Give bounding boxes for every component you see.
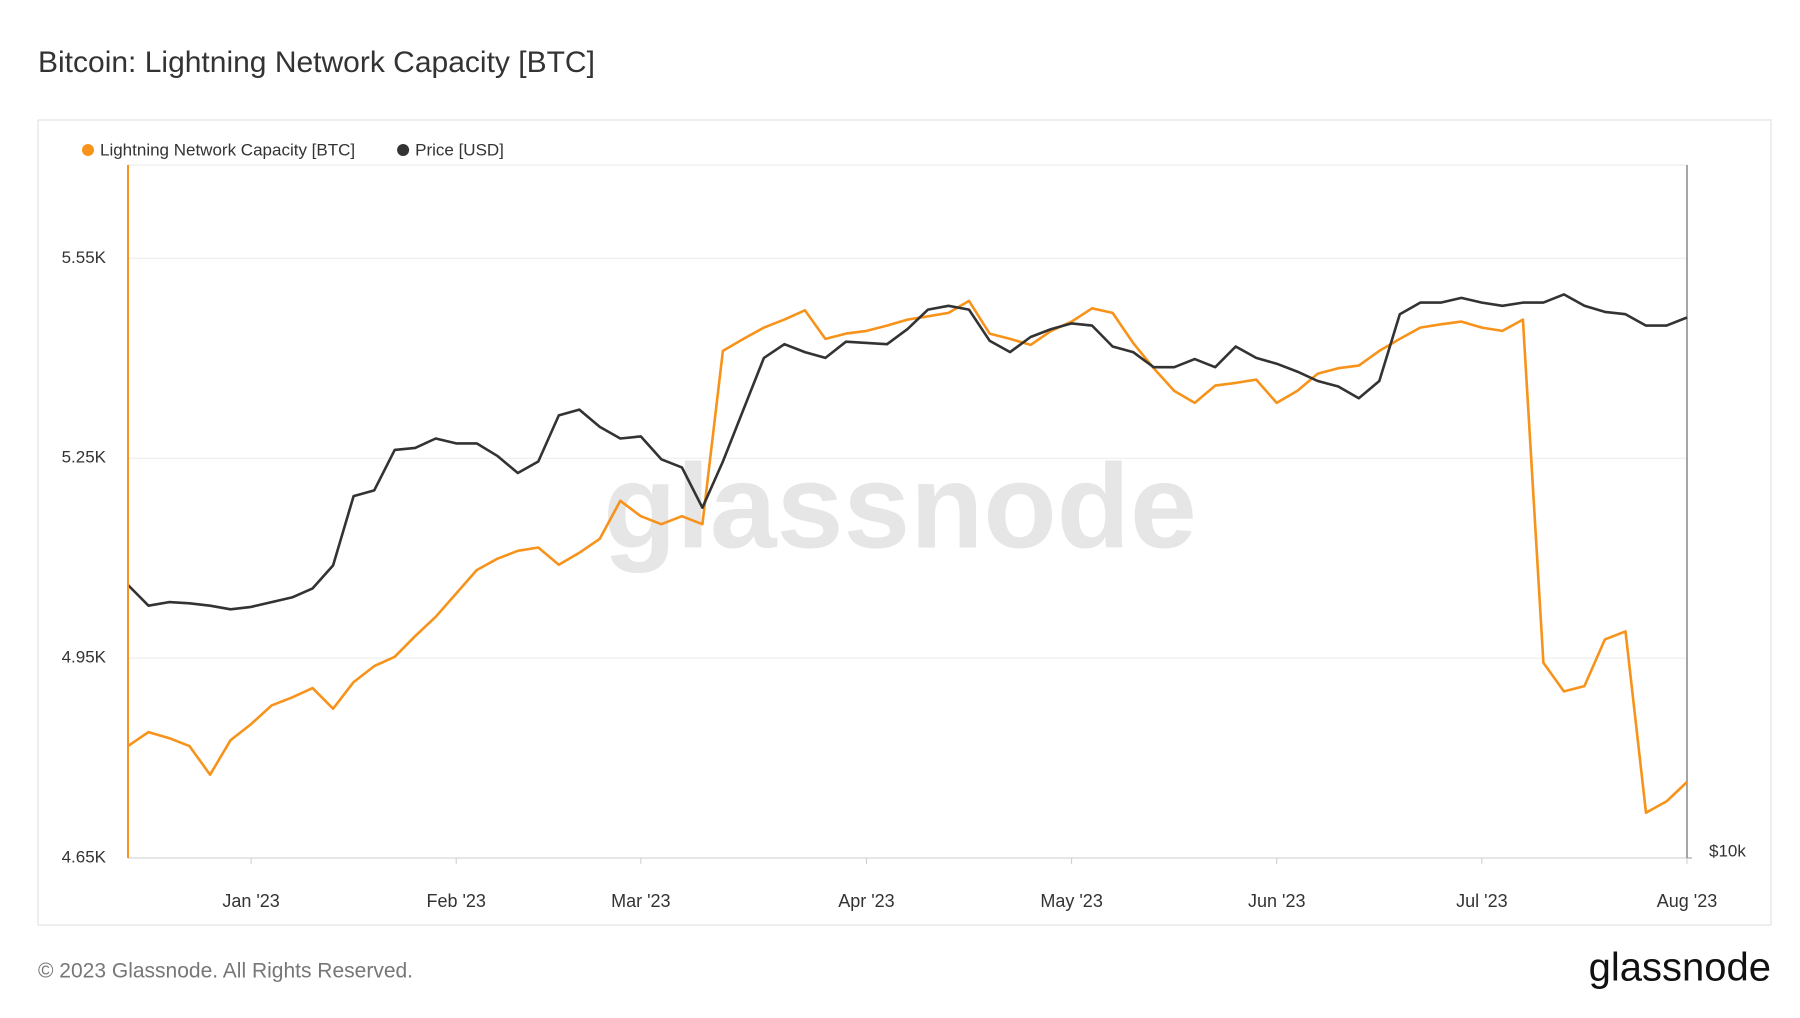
legend-label: Lightning Network Capacity [BTC]	[100, 140, 355, 159]
y-tick-label: 5.55K	[62, 248, 107, 267]
legend-marker	[82, 144, 94, 156]
x-tick-label: Apr '23	[838, 891, 894, 911]
y-tick-label: 4.65K	[62, 847, 107, 866]
chart-frame	[37, 119, 1772, 926]
x-tick-label: Jan '23	[222, 891, 279, 911]
x-tick-label: May '23	[1040, 891, 1102, 911]
series-line	[127, 299, 1688, 814]
y-tick-label: 4.95K	[62, 648, 107, 667]
y-tick-label: 5.25K	[62, 448, 107, 467]
x-tick-label: Jun '23	[1248, 891, 1305, 911]
x-tick-label: Feb '23	[426, 891, 485, 911]
chart-title: Bitcoin: Lightning Network Capacity [BTC…	[38, 46, 595, 79]
legend-label: Price [USD]	[415, 140, 504, 159]
logo: glassnode	[1589, 946, 1771, 990]
x-tick-label: Jul '23	[1456, 891, 1507, 911]
copyright: © 2023 Glassnode. All Rights Reserved.	[38, 960, 413, 983]
x-tick-label: Mar '23	[611, 891, 670, 911]
y2-tick-label: $10k	[1709, 841, 1746, 860]
x-tick-label: Aug '23	[1657, 891, 1718, 911]
series-line	[127, 293, 1688, 611]
legend-marker	[397, 144, 410, 156]
watermark: glassnode	[603, 440, 1197, 574]
